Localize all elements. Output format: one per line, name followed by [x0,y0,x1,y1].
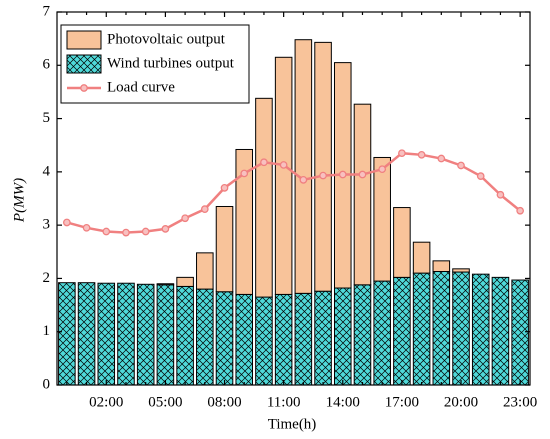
point [378,165,387,174]
x-tick-label: 23:00 [503,394,537,410]
x-tick-label: 11:00 [267,394,301,410]
bar [274,293,293,386]
point [319,171,327,180]
point [102,227,111,236]
legend-swatch [66,30,102,50]
point [496,190,505,199]
bar [393,276,411,386]
legend-point [80,84,88,92]
point [122,228,130,237]
bar [314,290,332,386]
y-tick-label: 2 [43,270,51,286]
bar [156,283,175,286]
legend-label: Load curve [107,79,175,95]
bar [215,205,234,293]
x-tick-label: 08:00 [207,394,241,410]
bar [452,271,470,386]
point [200,205,209,214]
plot-frame [56,11,531,386]
bar [176,285,194,386]
bar [452,268,470,273]
y-tick-label: 6 [43,57,51,73]
y-tick-label: 0 [43,376,51,392]
point [398,149,406,158]
x-tick-label: 05:00 [148,394,182,410]
point [338,170,347,179]
bar [255,97,273,298]
bar [136,283,155,386]
x-tick-label: 20:00 [444,394,478,410]
bar [97,282,116,386]
bar [156,284,175,386]
point [240,169,249,178]
point [260,158,268,167]
bar [235,293,254,386]
point [181,214,189,223]
y-tick-label: 5 [43,110,51,126]
bar [353,284,372,386]
point [457,161,465,170]
point [161,225,170,233]
point [417,150,426,159]
point [516,206,524,215]
point [358,170,367,179]
bar [393,207,411,278]
legend-label: Photovoltaic output [107,31,226,47]
bar [196,288,214,386]
point [279,161,288,169]
point [141,227,150,236]
point [476,172,485,180]
bar [77,282,96,386]
bar [432,271,451,386]
bar [412,272,431,386]
point [82,223,91,232]
line [66,151,521,234]
point [437,154,446,163]
bar [117,282,135,386]
point [220,183,229,192]
bar [176,276,194,287]
bar [215,291,234,386]
y-tick-label: 3 [43,217,51,233]
y-tick-label: 7 [43,3,51,19]
bar [432,260,451,273]
bar [373,280,391,386]
point [299,176,308,184]
y-axis-label: P(MW) [11,178,27,223]
bar [471,273,490,386]
bar [274,56,293,295]
bar [58,282,76,386]
x-tick-label: 17:00 [385,394,419,410]
bar [196,252,214,290]
legend-label: Wind turbines output [107,55,235,71]
bar [294,39,313,294]
bar [294,292,313,386]
bar [412,241,431,274]
bar [255,296,273,386]
x-tick-label: 14:00 [326,394,360,410]
bar [235,148,254,295]
bar [333,287,352,386]
y-tick-label: 4 [43,163,51,179]
legend-swatch [66,54,102,74]
x-tick-label: 02:00 [89,394,123,410]
bar [314,41,332,292]
x-axis-label: Time(h) [268,416,317,432]
y-tick-label: 1 [43,323,51,339]
bar [373,156,391,282]
point [63,218,71,227]
bar [491,276,510,386]
bar [353,103,372,286]
bar [511,279,529,386]
